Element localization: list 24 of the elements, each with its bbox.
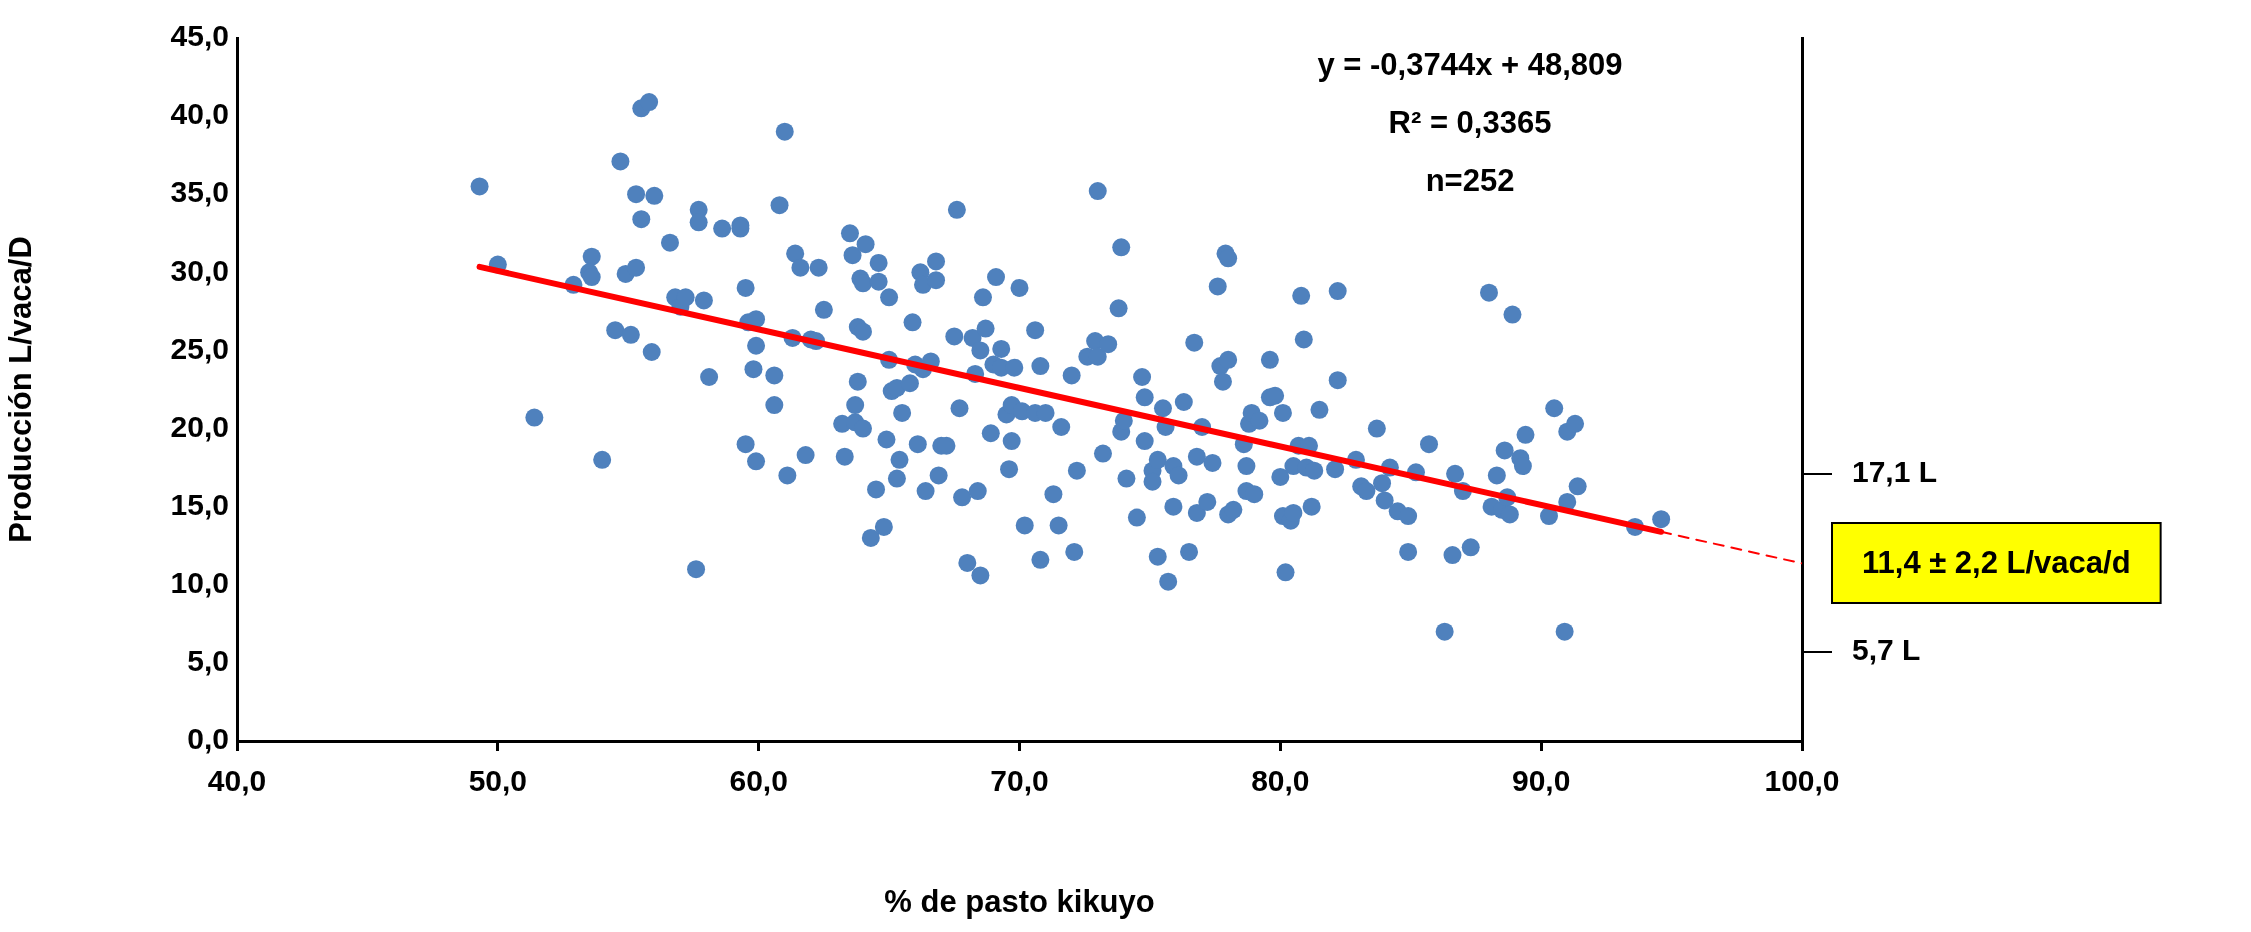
x-tick-label: 60,0 [729,764,788,798]
annotation: 11,4 ± 2,2 L/vaca/d [1862,545,2131,581]
x-axis-title: % de pasto kikuyo [884,883,1155,919]
y-tick-label: 25,0 [170,331,229,365]
y2-tick-label: 5,7 L [1852,633,1921,667]
x-tick-label: 70,0 [990,764,1049,798]
annotation: y = -0,3744x + 48,809 [1317,46,1623,82]
y-tick-label: 40,0 [170,97,229,131]
y-tick-label: 35,0 [170,175,229,209]
annotation: n=252 [1425,162,1515,198]
y-tick-label: 0,0 [187,722,229,756]
annotation: R² = 0,3365 [1388,104,1552,140]
y-tick-label: 30,0 [170,253,229,287]
y-tick-label: 10,0 [170,566,229,600]
y-tick-label: 5,0 [187,644,229,678]
x-tick-label: 50,0 [468,764,528,798]
y-axis-title: Producción L/vaca/D [3,236,39,543]
y-tick-label: 45,0 [170,19,229,53]
x-tick-label: 90,0 [1511,764,1571,798]
y-tick-label: 15,0 [170,487,229,521]
y-tick-label: 20,0 [170,409,229,443]
y2-tick-label: 17,1 L [1852,455,1938,489]
x-tick-label: 100,0 [1764,764,1840,798]
x-tick-label: 80,0 [1251,764,1310,798]
